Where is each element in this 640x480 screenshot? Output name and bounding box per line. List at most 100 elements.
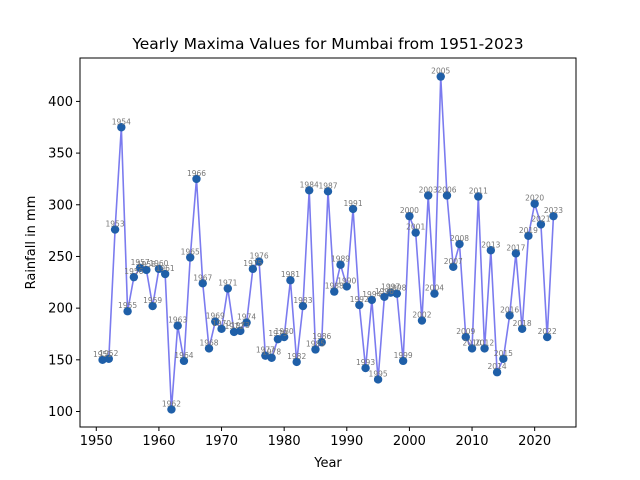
data-label: 2015: [494, 349, 513, 358]
data-label: 1978: [262, 348, 281, 357]
data-label: 1991: [344, 199, 363, 208]
data-point: [442, 191, 452, 200]
data-point: [154, 264, 164, 274]
data-point: [186, 253, 195, 262]
data-label: 1993: [356, 358, 375, 367]
data-point: [242, 318, 251, 327]
data-label: 1994: [362, 290, 381, 299]
data-label: 1985: [306, 339, 325, 348]
data-point: [480, 344, 489, 353]
data-label: 1996: [375, 287, 394, 296]
data-label: 2006: [437, 185, 456, 194]
data-label: 1982: [287, 352, 306, 361]
data-label: 2007: [444, 257, 463, 266]
data-point: [411, 228, 420, 237]
x-tick-label: 1980: [268, 434, 301, 449]
y-tick-label: 350: [48, 147, 73, 162]
data-point: [142, 265, 151, 275]
data-point: [355, 300, 364, 310]
data-label: 1952: [99, 349, 118, 358]
data-point: [198, 279, 207, 288]
data-point: [524, 231, 533, 240]
data-label: 1980: [275, 327, 294, 336]
data-point: [173, 321, 182, 330]
data-label: 1998: [387, 284, 406, 293]
data-label: 2001: [406, 223, 425, 232]
data-label: 1995: [369, 369, 388, 378]
data-point: [542, 332, 552, 342]
data-point: [110, 225, 120, 234]
data-label: 1957: [131, 258, 150, 267]
data-point: [455, 239, 464, 249]
data-label: 1975: [243, 259, 262, 268]
data-point: [449, 262, 458, 271]
data-point: [223, 284, 232, 293]
data-point: [330, 287, 339, 296]
data-label: 1992: [350, 295, 369, 304]
data-label: 1962: [162, 399, 181, 408]
data-label: 1964: [174, 351, 193, 360]
data-point: [286, 276, 295, 285]
data-label: 1988: [325, 282, 344, 291]
data-label: 1968: [199, 338, 218, 347]
data-label: 1986: [312, 332, 331, 341]
data-point: [117, 123, 126, 132]
data-point: [123, 307, 132, 316]
data-point: [167, 405, 176, 414]
data-point: [298, 301, 308, 311]
data-label: 2017: [506, 243, 525, 252]
plot-frame: [79, 57, 577, 428]
data-label: 2023: [544, 206, 563, 215]
data-label: 2019: [519, 226, 538, 235]
data-label: 1972: [225, 322, 244, 331]
data-label: 1955: [118, 301, 137, 310]
data-point: [474, 192, 483, 201]
data-label: 1997: [381, 283, 400, 292]
data-point: [430, 289, 439, 298]
data-point: [405, 211, 414, 221]
data-label: 1971: [218, 278, 237, 287]
data-point: [267, 353, 276, 362]
data-label: 1966: [187, 169, 206, 178]
data-point: [436, 72, 445, 81]
data-point: [98, 355, 107, 365]
x-axis: 1950 1960 1970 1980 1990 2000 2010 2020: [80, 427, 551, 449]
data-point: [204, 344, 214, 353]
chart-title: Yearly Maxima Values for Mumbai from 195…: [131, 35, 523, 53]
data-label: 1981: [281, 270, 300, 279]
data-point: [424, 191, 433, 200]
data-label: 1963: [168, 316, 187, 325]
data-label: 2005: [431, 67, 450, 76]
x-tick-label: 1970: [205, 434, 238, 449]
data-point: [505, 311, 514, 320]
data-point: [517, 324, 527, 334]
data-point: [461, 332, 470, 342]
x-tick-label: 2000: [393, 434, 426, 449]
data-label: 1959: [143, 296, 162, 305]
data-label: 2003: [419, 185, 438, 194]
data-label: 1953: [106, 220, 125, 229]
data-point: [386, 288, 395, 297]
data-label: 1960: [149, 259, 168, 268]
data-label: 2000: [400, 206, 419, 215]
data-point: [305, 186, 314, 195]
data-point: [336, 260, 345, 269]
data-point: [511, 249, 521, 258]
data-label: 1967: [193, 273, 212, 282]
data-point: [361, 363, 370, 373]
data-point: [348, 204, 358, 214]
data-point: [311, 345, 320, 354]
x-axis-label: Year: [313, 456, 342, 471]
x-tick-label: 1990: [330, 434, 363, 449]
data-point: [211, 317, 220, 326]
data-point: [492, 368, 502, 377]
data-point: [148, 301, 157, 311]
data-point: [536, 220, 546, 229]
data-label: 2004: [425, 284, 444, 293]
data-label: 2016: [500, 305, 519, 314]
data-point: [179, 356, 189, 366]
data-label: 2008: [450, 234, 469, 243]
data-point: [160, 269, 170, 279]
